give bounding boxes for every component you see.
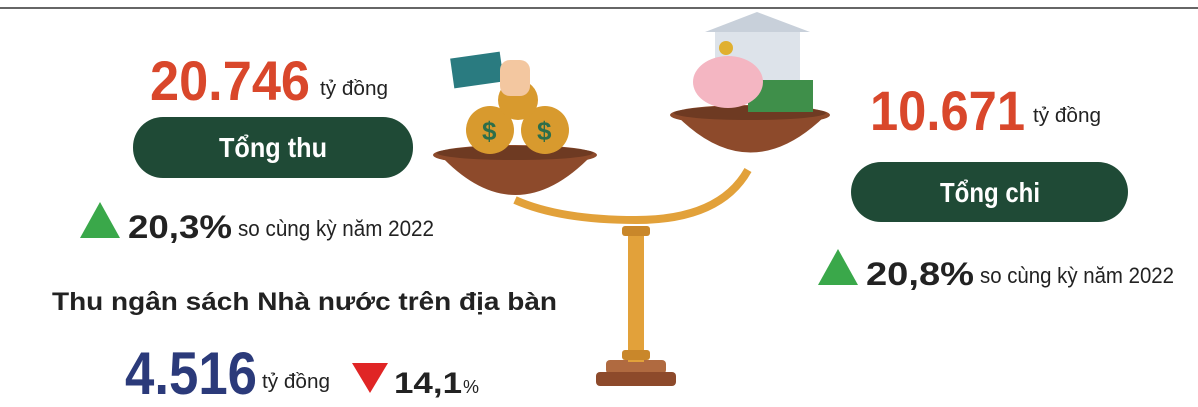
down-arrow <box>352 363 388 393</box>
compare: so cùng kỳ năm 2022 <box>238 216 434 241</box>
up-arrow <box>818 249 858 285</box>
change: 20,8% <box>866 256 974 292</box>
up-arrow <box>80 202 120 238</box>
label: Tổng chi <box>940 177 1040 208</box>
change: 14,1 <box>394 367 462 400</box>
scale-illustration: $ $ <box>433 12 830 386</box>
change-unit: % <box>463 377 479 397</box>
compare: so cùng kỳ năm 2022 <box>980 263 1174 288</box>
unit: tỷ đồng <box>320 78 388 100</box>
label: Tổng thu <box>219 132 327 163</box>
total-spending: 10.671 <box>870 79 1025 142</box>
svg-text:$: $ <box>482 116 497 146</box>
local-revenue: 4.516 <box>125 340 257 407</box>
unit: tỷ đồng <box>1033 105 1101 127</box>
label-pill <box>133 117 413 178</box>
heading: Thu ngân sách Nhà nước trên địa bàn <box>52 288 557 316</box>
total-revenue: 20.746 <box>150 49 310 112</box>
label-pill <box>851 162 1128 222</box>
svg-text:$: $ <box>537 116 552 146</box>
unit: tỷ đồng <box>262 371 330 393</box>
change: 20,3% <box>128 209 232 245</box>
